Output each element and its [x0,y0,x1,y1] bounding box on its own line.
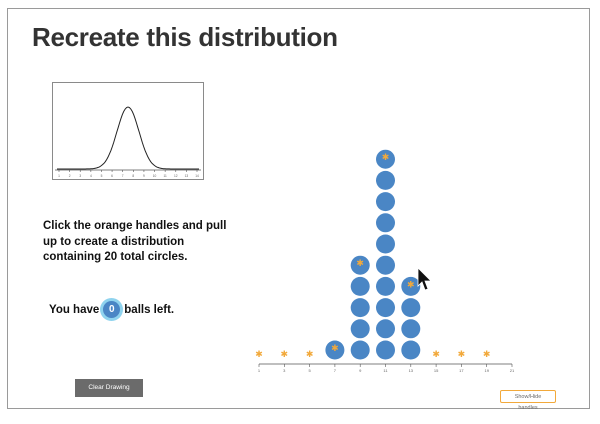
distribution-ball [350,340,370,360]
activity-panel [7,8,590,409]
distribution-ball [350,298,370,318]
page-title: Recreate this distribution [32,22,338,52]
drag-handle-icon[interactable]: ✱ [407,280,415,290]
balls-left-count-badge: 0 [103,301,121,318]
distribution-ball [376,298,395,318]
dot-plot-tick-label: 7 [334,368,337,373]
distribution-ball [376,340,395,360]
drag-handle-icon[interactable]: ✱ [458,350,466,360]
clear-drawing-button[interactable]: Clear Drawing [75,379,143,397]
dot-plot-tick-label: 9 [359,368,362,373]
instructions-text: Click the orange handles and pull up to … [43,220,227,263]
distribution-ball [401,340,421,360]
reference-tick-label: 10 [153,174,157,178]
distribution-ball [401,319,421,339]
reference-tick-label: 13 [185,174,189,178]
mouse-pointer-icon [417,267,432,291]
drag-handle-icon[interactable]: ✱ [382,153,390,163]
dot-plot-canvas[interactable]: 1 3 5 7 9 11 13 15 17 19 21 ✱ ✱ ✱✱✱✱✱✱ ✱ ✱ [250,140,520,375]
distribution-ball [325,340,345,360]
dot-plot-tick-label: 5 [308,368,311,373]
reference-tick-label: 12 [174,174,178,178]
reference-tick-label: 6 [111,174,113,178]
reference-tick-label: 8 [132,174,134,178]
distribution-ball [401,298,421,318]
distribution-ball [376,149,395,169]
drag-handle-icon[interactable]: ✱ [281,350,289,360]
distribution-ball [376,255,395,275]
balls-left-status: You have 0 balls left. [49,301,174,318]
drag-handle-icon[interactable]: ✱ [432,350,440,360]
reference-curve-chart: 1 2 3 4 5 6 7 8 9 10 11 12 13 14 [55,106,201,178]
reference-tick-label: 5 [101,174,103,178]
dot-plot-tick-label: 1 [258,368,261,373]
reference-tick-label: 11 [163,174,167,178]
reference-tick-label: 7 [122,174,124,178]
distribution-ball [376,213,395,233]
distribution-ball [350,319,370,339]
dot-plot-tick-label: 21 [510,368,515,373]
reference-tick-label: 14 [195,174,199,178]
dot-plot-tick-label: 17 [459,368,464,373]
balls-left-suffix: balls left. [124,303,175,316]
dot-plot-tick-label: 11 [383,368,388,373]
reference-tick-label: 2 [69,174,71,178]
bell-curve [57,106,199,170]
distribution-ball [376,319,395,339]
distribution-ball [376,234,395,254]
dot-plot-handles[interactable]: ✱ ✱ ✱ ✱ ✱ ✱ ✱ ✱ ✱ ✱ [255,153,490,360]
dot-plot-tick-label: 19 [484,368,489,373]
distribution-ball [376,170,395,190]
reference-tick-label: 3 [79,174,81,178]
drag-handle-icon[interactable]: ✱ [483,350,491,360]
distribution-ball [350,276,370,296]
distribution-ball [401,276,421,296]
drag-handle-icon[interactable]: ✱ [255,350,263,360]
dot-plot-tick-label: 13 [409,368,414,373]
drag-handle-icon[interactable]: ✱ [331,344,339,354]
reference-distribution-plot: 1 2 3 4 5 6 7 8 9 10 11 12 13 14 [52,82,204,180]
show-hide-handles-button[interactable]: Show/Hide handles [500,390,556,411]
dot-plot-balls [325,149,421,360]
reference-tick-label: 4 [90,174,92,178]
drag-handle-icon[interactable]: ✱ [306,350,314,360]
dot-plot-x-ticks: 1 3 5 7 9 11 13 15 17 19 21 [258,364,515,373]
dot-plot-tick-label: 15 [434,368,439,373]
drag-handle-icon[interactable]: ✱ [356,259,364,269]
reference-tick-label: 9 [143,174,145,178]
distribution-ball [376,276,395,296]
reference-tick-label: 1 [58,174,60,178]
reference-x-ticks: 1 2 3 4 5 6 7 8 9 10 11 12 13 14 [58,170,199,178]
distribution-ball [376,192,395,212]
balls-left-prefix: You have [49,303,100,316]
dot-plot-tick-label: 3 [283,368,286,373]
distribution-ball [350,255,370,275]
